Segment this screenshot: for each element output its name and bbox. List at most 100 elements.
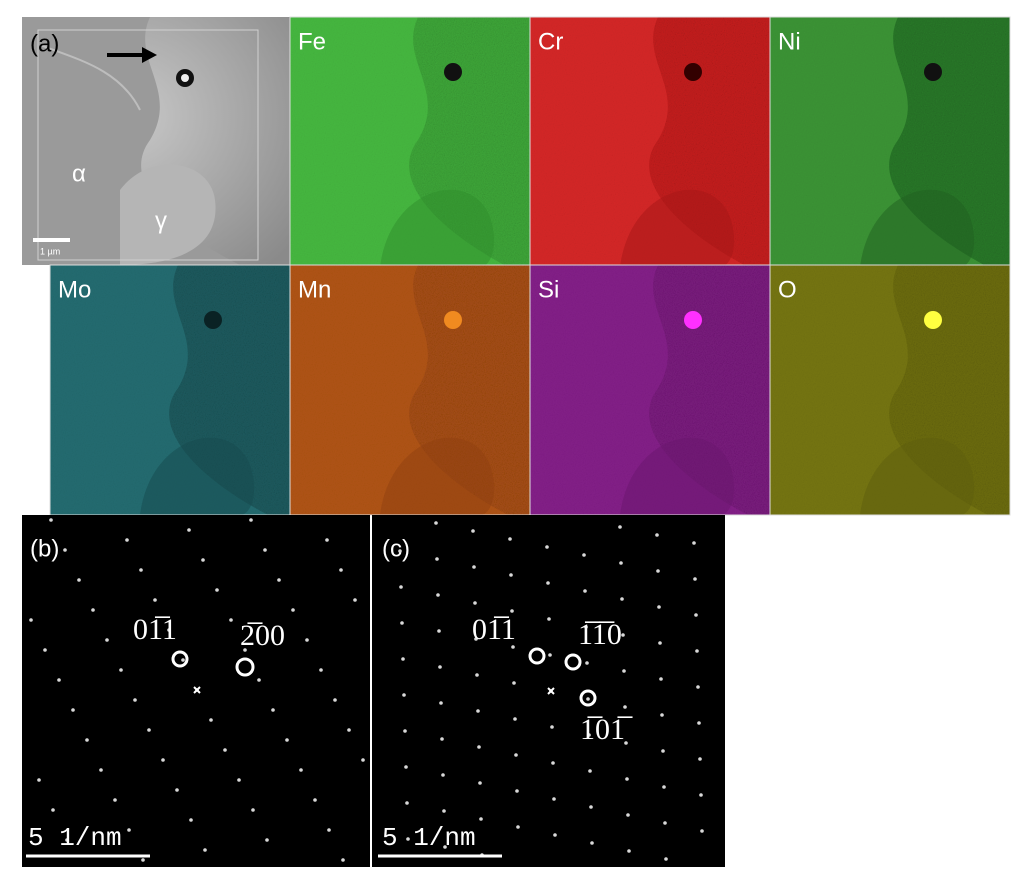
- spot: [257, 678, 261, 682]
- spot: [583, 589, 587, 593]
- spot: [697, 721, 701, 725]
- spot-index: 2̅00: [240, 619, 285, 652]
- spot: [105, 638, 109, 642]
- spot: [141, 858, 145, 862]
- spot: [327, 828, 331, 832]
- spot: [622, 669, 626, 673]
- spot: [553, 833, 557, 837]
- spot: [546, 581, 550, 585]
- spot: [584, 625, 588, 629]
- spot: [436, 593, 440, 597]
- spot: [582, 553, 586, 557]
- spot: [516, 825, 520, 829]
- phase-region: [530, 265, 748, 515]
- spot: [153, 598, 157, 602]
- spot: [585, 661, 589, 665]
- spot: [249, 518, 253, 522]
- spot: [403, 729, 407, 733]
- phase-region: [620, 189, 735, 267]
- spot: [43, 648, 47, 652]
- spot: [339, 568, 343, 572]
- spot: [77, 578, 81, 582]
- spot: [658, 641, 662, 645]
- spot: [440, 737, 444, 741]
- spot: [547, 617, 551, 621]
- spot: [113, 798, 117, 802]
- spot: [49, 518, 53, 522]
- element-label: O: [778, 276, 797, 303]
- spot: [438, 665, 442, 669]
- spot: [692, 541, 696, 545]
- spot: [51, 808, 55, 812]
- spot: [694, 613, 698, 617]
- spot: [620, 597, 624, 601]
- spot: [509, 573, 513, 577]
- spot: [305, 638, 309, 642]
- spot: [57, 678, 61, 682]
- spot: [437, 629, 441, 633]
- spot: [189, 818, 193, 822]
- phase-region: [380, 437, 495, 515]
- panel-label: (a): [30, 30, 59, 57]
- spot: [405, 801, 409, 805]
- spot: [590, 841, 594, 845]
- spot: [663, 821, 667, 825]
- spot: [696, 685, 700, 689]
- spot: [472, 565, 476, 569]
- diffraction-c: [372, 515, 725, 867]
- spot: [624, 741, 628, 745]
- spot: [627, 849, 631, 853]
- spot: [187, 528, 191, 532]
- spot: [441, 773, 445, 777]
- spot: [271, 708, 275, 712]
- spot: [400, 621, 404, 625]
- spot: [161, 758, 165, 762]
- spot: [473, 601, 477, 605]
- spot: [265, 838, 269, 842]
- spot: [662, 785, 666, 789]
- spot: [477, 745, 481, 749]
- spot: [404, 765, 408, 769]
- phase-region: [530, 17, 748, 267]
- panel-label: (c): [382, 535, 410, 562]
- spot: [37, 778, 41, 782]
- spot: [443, 845, 447, 849]
- panel-label: (b): [30, 535, 59, 562]
- inclusion: [444, 63, 462, 81]
- spot: [319, 668, 323, 672]
- spot: [175, 788, 179, 792]
- eds-map: Cr: [529, 16, 771, 268]
- scale-bar-label: 5 1/nm: [382, 823, 476, 853]
- spot: [626, 813, 630, 817]
- inclusion: [924, 311, 942, 329]
- spot: [215, 588, 219, 592]
- spot: [551, 761, 555, 765]
- spot: [655, 533, 659, 537]
- inclusion: [684, 63, 702, 81]
- phase-region: [140, 437, 255, 515]
- spot: [589, 805, 593, 809]
- spot: [209, 718, 213, 722]
- map-border: [769, 264, 1011, 516]
- spot: [474, 637, 478, 641]
- spot: [251, 808, 255, 812]
- spot: [548, 653, 552, 657]
- element-label: Ni: [778, 28, 801, 55]
- spot: [347, 728, 351, 732]
- spot: [313, 798, 317, 802]
- spot: [181, 658, 185, 662]
- element-label: Si: [538, 276, 559, 303]
- spot: [237, 778, 241, 782]
- spot: [586, 697, 590, 701]
- inclusion: [684, 311, 702, 329]
- spot: [127, 828, 131, 832]
- phase-region: [380, 189, 495, 267]
- spot: [439, 701, 443, 705]
- spot: [299, 768, 303, 772]
- element-label: Mo: [58, 276, 91, 303]
- spot: [513, 717, 517, 721]
- spot: [695, 649, 699, 653]
- spot: [478, 781, 482, 785]
- spot: [99, 768, 103, 772]
